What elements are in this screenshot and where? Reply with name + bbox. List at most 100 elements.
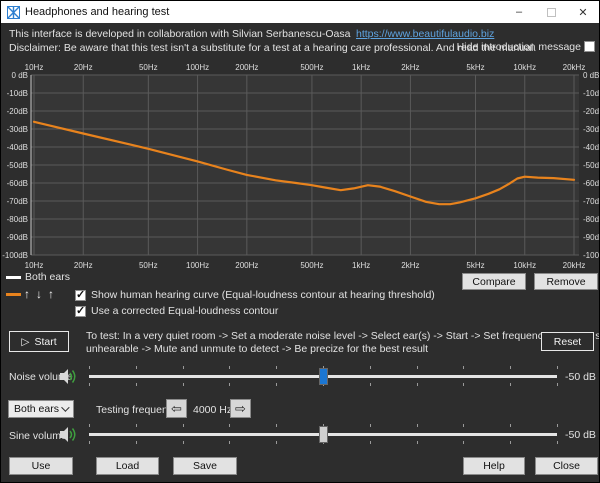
slider-tick: [229, 366, 231, 369]
speaker-icon: [58, 426, 78, 448]
show-hearing-curve-checkbox[interactable]: [75, 288, 86, 301]
svg-text:20Hz: 20Hz: [74, 63, 93, 72]
slider-thumb[interactable]: [318, 426, 328, 443]
instructions-line2: unhearable -> Mute and unmute to detect …: [86, 343, 429, 355]
slider-tick: [276, 441, 278, 444]
svg-text:500Hz: 500Hz: [300, 63, 323, 72]
slider-tick: [182, 441, 184, 444]
slider-tick: [463, 441, 465, 444]
slider-tick: [135, 441, 137, 444]
both-ears-legend-label: Both ears: [25, 271, 70, 283]
load-button[interactable]: Load: [96, 457, 159, 475]
window-title: Headphones and hearing test: [25, 6, 170, 18]
hearing-chart: 10Hz 10Hz 20Hz 20Hz 50Hz 50Hz 100Hz 100Hz 200Hz 2…: [1, 59, 600, 276]
slider-tick: [557, 424, 558, 427]
hearing-chart-svg: 10Hz 10Hz 20Hz 20Hz 50Hz 50Hz 100Hz 100Hz 200Hz 2…: [2, 63, 600, 270]
sine-volume-slider[interactable]: [87, 424, 559, 444]
use-button[interactable]: Use: [9, 457, 73, 475]
play-icon: ▷: [21, 335, 30, 348]
slider-tick: [369, 441, 371, 444]
svg-text:-20dB: -20dB: [7, 107, 28, 116]
hide-intro-checkbox[interactable]: [584, 41, 595, 52]
svg-text:-100dB: -100dB: [583, 251, 600, 260]
slider-tick: [89, 366, 90, 369]
up-arrow-icon: ↑: [48, 287, 60, 301]
slider-tick: [89, 383, 90, 386]
slider-tick: [510, 424, 512, 427]
compare-button[interactable]: Compare: [462, 273, 526, 290]
slider-tick: [135, 424, 137, 427]
speaker-icon: [58, 368, 78, 390]
slider-tick: [463, 383, 465, 386]
close-button[interactable]: Close: [535, 457, 598, 475]
slider-thumb[interactable]: [318, 368, 328, 385]
noise-volume-slider[interactable]: [87, 366, 559, 386]
svg-text:-60dB: -60dB: [7, 179, 28, 188]
svg-text:-80dB: -80dB: [7, 215, 28, 224]
frequency-down-button[interactable]: ⇦: [166, 399, 187, 418]
slider-tick: [416, 424, 418, 427]
svg-text:5kHz: 5kHz: [466, 63, 484, 72]
svg-text:-10dB: -10dB: [583, 89, 600, 98]
svg-text:-50dB: -50dB: [7, 161, 28, 170]
slider-tick: [229, 383, 231, 386]
svg-text:5kHz: 5kHz: [466, 261, 484, 270]
slider-tick: [416, 383, 418, 386]
close-window-button[interactable]: ✕: [567, 1, 599, 23]
svg-text:1kHz: 1kHz: [352, 261, 370, 270]
svg-text:-70dB: -70dB: [7, 197, 28, 206]
right-arrow-icon: ⇨: [235, 400, 246, 416]
svg-text:20kHz: 20kHz: [563, 261, 586, 270]
svg-text:1kHz: 1kHz: [352, 63, 370, 72]
svg-text:-40dB: -40dB: [7, 143, 28, 152]
app-icon: [7, 5, 20, 19]
left-arrow-icon: ⇦: [171, 400, 182, 416]
slider-tick: [323, 366, 324, 369]
svg-text:100Hz: 100Hz: [186, 261, 209, 270]
slider-tick: [182, 424, 184, 427]
corrected-contour-checkbox[interactable]: [75, 304, 86, 317]
start-button-label: Start: [34, 335, 57, 348]
slider-tick: [416, 366, 418, 369]
slider-tick: [416, 441, 418, 444]
maximize-button[interactable]: [535, 1, 567, 23]
svg-text:2kHz: 2kHz: [401, 63, 419, 72]
slider-tick: [89, 441, 90, 444]
sine-volume-label: Sine volume: [9, 430, 67, 442]
frequency-up-button[interactable]: ⇨: [230, 399, 251, 418]
reset-button[interactable]: Reset: [541, 332, 594, 351]
svg-text:200Hz: 200Hz: [235, 63, 258, 72]
svg-text:-40dB: -40dB: [583, 143, 600, 152]
sine-volume-value: -50 dB: [565, 429, 596, 441]
chevron-down-icon: [61, 403, 70, 412]
help-button[interactable]: Help: [463, 457, 525, 475]
slider-tick: [557, 383, 558, 386]
ear-select-dropdown[interactable]: Both ears: [8, 400, 74, 418]
curve-shift-arrows: ↑↓↑: [24, 287, 60, 301]
slider-tick: [369, 366, 371, 369]
svg-text:10Hz: 10Hz: [25, 261, 44, 270]
save-button[interactable]: Save: [173, 457, 237, 475]
svg-text:10kHz: 10kHz: [513, 261, 536, 270]
svg-text:50Hz: 50Hz: [139, 261, 158, 270]
svg-text:200Hz: 200Hz: [235, 261, 258, 270]
intro-disclaimer: Disclaimer: Be aware that this test isn'…: [9, 42, 537, 54]
show-hearing-curve-label: Show human hearing curve (Equal-loudness…: [91, 289, 435, 301]
svg-text:20Hz: 20Hz: [74, 261, 93, 270]
maximize-icon: [546, 7, 556, 17]
intro-link[interactable]: https://www.beautifulaudio.biz: [356, 28, 495, 40]
svg-text:-30dB: -30dB: [583, 125, 600, 134]
svg-text:-60dB: -60dB: [583, 179, 600, 188]
noise-volume-label: Noise volume: [9, 371, 73, 383]
svg-text:2kHz: 2kHz: [401, 261, 419, 270]
start-button[interactable]: ▷ Start: [9, 331, 69, 352]
slider-tick: [369, 383, 371, 386]
svg-text:0 dB: 0 dB: [12, 71, 28, 80]
svg-text:10Hz: 10Hz: [25, 63, 44, 72]
hide-intro-label: Hide introduction message: [456, 41, 581, 53]
slider-tick: [369, 424, 371, 427]
minimize-button[interactable]: –: [503, 1, 535, 23]
down-arrow-icon: ↓: [36, 287, 48, 301]
svg-text:-70dB: -70dB: [583, 197, 600, 206]
remove-button[interactable]: Remove: [534, 273, 598, 290]
